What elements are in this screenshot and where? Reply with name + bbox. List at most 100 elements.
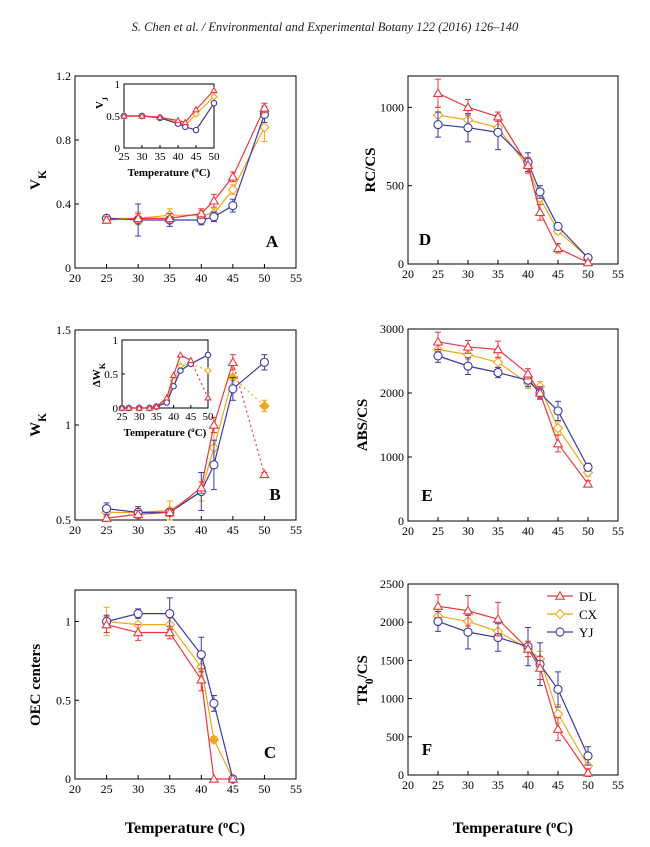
x-tick-label: 20	[69, 523, 81, 537]
point-dl	[204, 393, 212, 401]
point-dl	[227, 773, 239, 783]
series-line-segment	[232, 361, 265, 390]
point-yj	[493, 127, 503, 137]
x-tick-label: 25	[117, 411, 129, 423]
series-dl	[120, 86, 218, 126]
point-yj	[433, 119, 443, 130]
y-tick-label: 2000	[380, 386, 404, 400]
y-tick-label: 0	[398, 257, 404, 271]
point-cx	[259, 400, 270, 412]
point-yj	[553, 684, 563, 695]
point-dl	[192, 105, 200, 113]
series-dl	[101, 616, 239, 783]
series-line-segment	[539, 667, 559, 730]
point-dl	[227, 171, 239, 181]
series-line-segment	[437, 615, 469, 623]
series-line-segment	[106, 613, 139, 623]
point-cx	[552, 422, 564, 434]
series-line-segment	[106, 620, 139, 626]
series-line-segment	[467, 631, 499, 639]
y-tick-label: 1	[115, 79, 121, 91]
point-dl	[534, 206, 546, 217]
legend: DL CX YJ	[547, 589, 598, 640]
plot-frame	[74, 589, 297, 780]
x-tick-label: 45	[227, 523, 239, 537]
series-line-segment	[437, 341, 469, 348]
x-tick-label: 20	[402, 267, 414, 281]
x-tick-label: 30	[132, 271, 144, 285]
x-tick-label: 40	[195, 782, 207, 796]
panel-label: E	[421, 486, 432, 505]
series-line-segment	[497, 618, 529, 650]
x-tick-label: 50	[258, 523, 270, 537]
y-tick-label: 0	[65, 261, 71, 275]
x-tick-label: 40	[522, 267, 534, 281]
point-dl	[101, 214, 112, 224]
x-tick-label: 45	[552, 267, 564, 281]
y-tick-label: 0	[65, 772, 71, 786]
series-dl	[101, 102, 270, 224]
x-tick-label: 55	[612, 267, 624, 281]
series-line-segment	[213, 703, 234, 780]
x-tick-label: 30	[462, 524, 474, 538]
point-yj	[583, 751, 593, 761]
point-dl	[462, 605, 474, 615]
point-dl	[492, 613, 504, 623]
panel-f: 20 25 30 35 40 45 50 55 0 500 1000 1500 2000 2500 TR0/…	[355, 577, 624, 792]
x-tick-label: 25	[432, 524, 444, 538]
point-dl	[432, 336, 444, 346]
point-dl	[164, 213, 175, 223]
point-dl	[101, 619, 112, 629]
point-dl	[462, 341, 474, 351]
point-dl	[432, 87, 444, 97]
series-line-segment	[200, 679, 215, 780]
x-tick-label: 35	[492, 778, 504, 792]
x-tick-label: 20	[402, 524, 414, 538]
series-line-segment	[141, 115, 161, 118]
point-cx	[210, 93, 218, 101]
point-dl	[181, 118, 189, 126]
legend-label-cx: CX	[579, 607, 598, 622]
x-tick-label: 50	[258, 271, 270, 285]
series-line-segment	[467, 620, 499, 632]
x-tick-label: 45	[552, 524, 564, 538]
x-tick-label: 40	[522, 524, 534, 538]
series-line-segment	[213, 189, 234, 214]
x-tick-label: 40	[173, 151, 185, 163]
x-tick-label: 25	[119, 151, 131, 163]
y-axis-label: TR0/CS	[355, 655, 376, 705]
y-tick-label: 0	[113, 403, 119, 415]
point-yj	[553, 406, 563, 416]
point-dl	[522, 159, 534, 170]
x-tick-label: 25	[101, 271, 113, 285]
x-tick-label: 30	[462, 267, 474, 281]
x-tick-label: 35	[492, 267, 504, 281]
series-line-segment	[539, 392, 559, 444]
y-tick-label: 1	[65, 418, 71, 432]
y-tick-label: 1000	[380, 100, 404, 114]
panel-label: F	[422, 740, 432, 759]
point-yj	[170, 382, 177, 390]
series-line-segment	[497, 630, 529, 650]
point-dl	[554, 590, 566, 600]
inset-x-axis-label: Temperature (oC)	[124, 426, 207, 439]
x-tick-label: 30	[462, 778, 474, 792]
panel-c: 20 25 30 35 40 45 50 55 0 0.5 1 OEC centers C	[28, 589, 302, 796]
series-line-segment	[213, 176, 234, 202]
point-dl	[534, 387, 546, 397]
point-dl	[101, 512, 112, 522]
series-line-segment	[557, 728, 589, 774]
y-tick-label: 1000	[380, 450, 404, 464]
y-tick-label: 0.5	[104, 369, 118, 381]
series-line-segment	[539, 212, 559, 249]
x-tick-label: 20	[69, 271, 81, 285]
x-tick-label: 35	[164, 271, 176, 285]
point-dl	[162, 393, 171, 401]
point-dl	[522, 643, 534, 653]
x-tick-label: 25	[101, 523, 113, 537]
point-dl	[196, 208, 207, 218]
point-dl	[227, 356, 239, 367]
x-axis-title-right: Temperature (oC)	[453, 820, 573, 838]
series-cx	[432, 342, 594, 478]
